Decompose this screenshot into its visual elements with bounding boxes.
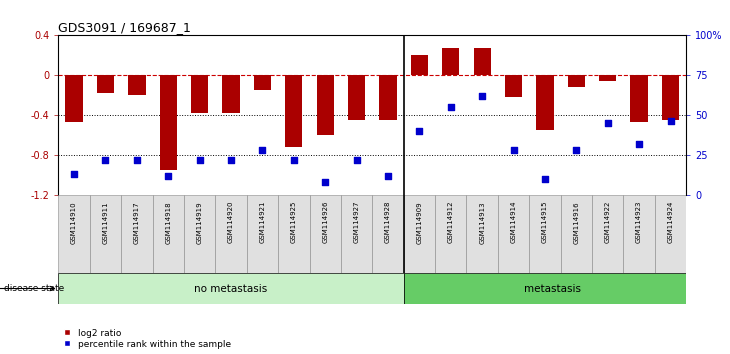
Point	[257, 147, 269, 153]
Bar	[97, 75, 114, 93]
Text: disease state: disease state	[4, 284, 64, 293]
Text: no metastasis: no metastasis	[194, 284, 268, 293]
Bar	[561, 195, 592, 273]
Bar	[474, 48, 491, 75]
Text: GSM114918: GSM114918	[165, 201, 172, 244]
Bar	[592, 195, 623, 273]
Text: GSM114925: GSM114925	[291, 201, 297, 243]
Text: GDS3091 / 169687_1: GDS3091 / 169687_1	[58, 21, 191, 34]
Point	[571, 147, 583, 153]
Point	[194, 157, 206, 162]
Bar	[254, 75, 271, 90]
Text: GSM114915: GSM114915	[542, 201, 548, 244]
Text: metastasis: metastasis	[524, 284, 581, 293]
Bar	[662, 75, 679, 120]
Point	[162, 173, 174, 178]
Text: GSM114916: GSM114916	[573, 201, 580, 244]
Bar	[537, 75, 553, 130]
Text: GSM114909: GSM114909	[416, 201, 423, 244]
Bar	[655, 195, 686, 273]
Bar	[341, 195, 372, 273]
Point	[508, 147, 520, 153]
Bar	[184, 195, 215, 273]
Point	[634, 141, 645, 147]
Bar	[380, 75, 396, 120]
Text: GSM114921: GSM114921	[259, 201, 266, 244]
Bar	[442, 48, 459, 75]
Bar	[66, 75, 82, 122]
Bar	[191, 75, 208, 113]
Point	[351, 157, 363, 162]
Text: GSM114914: GSM114914	[510, 201, 517, 244]
Bar	[247, 195, 278, 273]
Bar	[58, 195, 90, 273]
Point	[477, 93, 488, 99]
Text: GSM114927: GSM114927	[353, 201, 360, 244]
Bar	[215, 195, 247, 273]
Bar	[498, 195, 529, 273]
Bar	[278, 195, 310, 273]
Text: GSM114926: GSM114926	[322, 201, 328, 244]
Point	[383, 173, 394, 178]
Point	[99, 157, 111, 162]
Bar	[599, 75, 616, 81]
Point	[320, 179, 331, 185]
Text: GSM114917: GSM114917	[134, 201, 140, 244]
Text: GSM114923: GSM114923	[636, 201, 642, 244]
Bar	[623, 195, 655, 273]
Bar	[372, 195, 404, 273]
Point	[131, 157, 143, 162]
Text: GSM114928: GSM114928	[385, 201, 391, 244]
Bar	[435, 195, 466, 273]
Bar	[160, 75, 177, 170]
Bar	[466, 195, 498, 273]
Text: GSM114924: GSM114924	[667, 201, 674, 243]
Legend: log2 ratio, percentile rank within the sample: log2 ratio, percentile rank within the s…	[63, 328, 232, 349]
Bar	[404, 273, 702, 304]
Text: GSM114922: GSM114922	[604, 201, 611, 243]
Text: GSM114920: GSM114920	[228, 201, 234, 244]
Bar	[153, 195, 184, 273]
Bar	[310, 195, 341, 273]
Bar	[121, 195, 153, 273]
Point	[445, 104, 457, 110]
Point	[413, 128, 425, 134]
Bar	[631, 75, 648, 122]
Point	[539, 176, 551, 182]
Point	[665, 119, 677, 124]
Bar	[285, 75, 302, 147]
Text: GSM114913: GSM114913	[479, 201, 485, 244]
Bar	[505, 75, 522, 97]
Bar	[90, 195, 121, 273]
Point	[225, 157, 237, 162]
Text: GSM114910: GSM114910	[71, 201, 77, 244]
Text: GSM114911: GSM114911	[102, 201, 109, 244]
Bar	[404, 195, 435, 273]
Text: GSM114912: GSM114912	[447, 201, 454, 244]
Bar	[529, 195, 561, 273]
Bar	[128, 75, 145, 95]
Point	[602, 120, 614, 126]
Text: GSM114919: GSM114919	[196, 201, 203, 244]
Bar	[223, 75, 239, 113]
Point	[69, 171, 80, 177]
Bar	[568, 75, 585, 87]
Bar	[348, 75, 365, 120]
Bar	[317, 75, 334, 135]
Point	[288, 157, 300, 162]
Bar	[411, 55, 428, 75]
Bar	[58, 273, 404, 304]
